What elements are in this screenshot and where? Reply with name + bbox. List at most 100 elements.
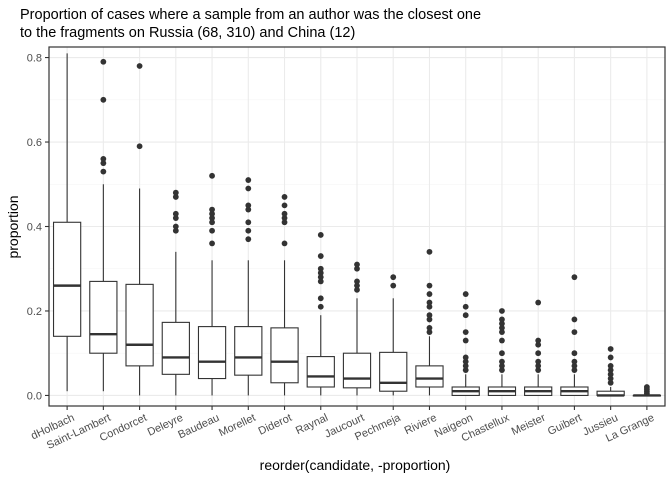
outlier-point (571, 329, 578, 335)
outlier-point (317, 278, 324, 285)
box-la-grange (632, 384, 662, 397)
outlier-point (172, 215, 179, 221)
outlier-point (499, 358, 505, 365)
box-chastellux (487, 308, 517, 396)
outlier-point (245, 206, 252, 213)
box-deleyre (161, 189, 190, 396)
box-pechmeja (379, 274, 408, 396)
outlier-point (426, 248, 433, 255)
box-diderot (270, 194, 299, 396)
x-tick-label: Baudeau (176, 412, 221, 441)
outlier-point (571, 350, 578, 357)
outlier-point (462, 312, 469, 319)
outlier-point (172, 189, 179, 196)
outlier-point (209, 227, 215, 234)
outlier-point (317, 232, 324, 238)
outlier-point (317, 295, 324, 302)
y-tick-label: 0.6 (27, 137, 42, 149)
outlier-point (571, 367, 578, 373)
box-jaucourt (342, 261, 372, 396)
outlier-point (535, 341, 542, 348)
outlier-point (535, 367, 542, 373)
outlier-point (172, 210, 179, 217)
outlier-point (426, 282, 433, 289)
outlier-point (281, 215, 288, 221)
outlier-point (426, 312, 433, 319)
chart-title-line-2: to the fragments on Russia (68, 310) and… (20, 25, 355, 41)
outlier-point (462, 358, 469, 365)
outlier-point (462, 362, 469, 369)
outlier-point (462, 367, 469, 373)
outlier-point (317, 265, 324, 272)
box-iqr (89, 280, 118, 354)
plot-area: 0.00.20.40.60.8dHolbachSaint-LambertCond… (27, 46, 666, 452)
outlier-point (100, 96, 107, 103)
x-tick-label: Guibert (546, 412, 584, 438)
outlier-point (281, 202, 288, 209)
outlier-point (607, 354, 614, 361)
outlier-point (172, 223, 179, 230)
box-iqr (125, 283, 154, 367)
outlier-point (607, 375, 614, 382)
outlier-point (499, 329, 505, 335)
outlier-point (317, 253, 324, 259)
box-saint-lambert (89, 58, 118, 392)
outlier-point (607, 367, 614, 373)
outlier-point (499, 337, 505, 344)
outlier-point (571, 316, 578, 323)
box-iqr (306, 356, 335, 388)
outlier-point (462, 303, 469, 310)
outlier-point (245, 185, 252, 192)
outlier-point (390, 282, 397, 289)
outlier-point (499, 316, 505, 323)
box-jussieu (596, 346, 625, 397)
outlier-point (209, 172, 215, 179)
outlier-point (245, 219, 252, 226)
outlier-point (209, 219, 215, 226)
outlier-point (209, 215, 215, 221)
outlier-point (317, 274, 324, 281)
outlier-point (499, 350, 505, 357)
outlier-point (607, 362, 614, 369)
box-guibert (560, 274, 589, 396)
outlier-point (317, 270, 324, 276)
outlier-point (462, 291, 469, 297)
y-tick-label: 0.2 (27, 306, 42, 318)
outlier-point (136, 143, 143, 150)
box-meister (524, 299, 553, 396)
outlier-point (499, 367, 505, 373)
outlier-point (245, 202, 252, 209)
outlier-point (426, 324, 433, 331)
outlier-point (607, 371, 614, 378)
outlier-point (426, 299, 433, 306)
outlier-point (100, 160, 107, 167)
outlier-point (535, 337, 542, 344)
outlier-point (245, 236, 252, 243)
outlier-point (100, 156, 107, 162)
outlier-point (607, 379, 614, 386)
box-iqr (415, 365, 444, 388)
x-tick-label: Diderot (257, 412, 294, 438)
outlier-point (535, 362, 542, 369)
outlier-point (317, 303, 324, 310)
x-tick-label: Meister (510, 412, 548, 438)
box-riviere (415, 248, 444, 396)
outlier-point (426, 303, 433, 310)
outlier-point (100, 58, 107, 65)
outlier-point (571, 362, 578, 369)
outlier-point (462, 329, 469, 335)
outlier-point (535, 350, 542, 357)
outlier-point (535, 358, 542, 365)
box-morellet (234, 177, 263, 396)
box-iqr (342, 352, 372, 389)
outlier-point (172, 194, 179, 200)
outlier-point (426, 291, 433, 297)
outlier-point (281, 219, 288, 226)
outlier-point (354, 278, 360, 285)
box-iqr (379, 351, 408, 392)
outlier-point (462, 337, 469, 344)
chart-title-line-1: Proportion of cases where a sample from … (20, 7, 481, 23)
outlier-point (281, 240, 288, 247)
outlier-point (499, 320, 505, 327)
